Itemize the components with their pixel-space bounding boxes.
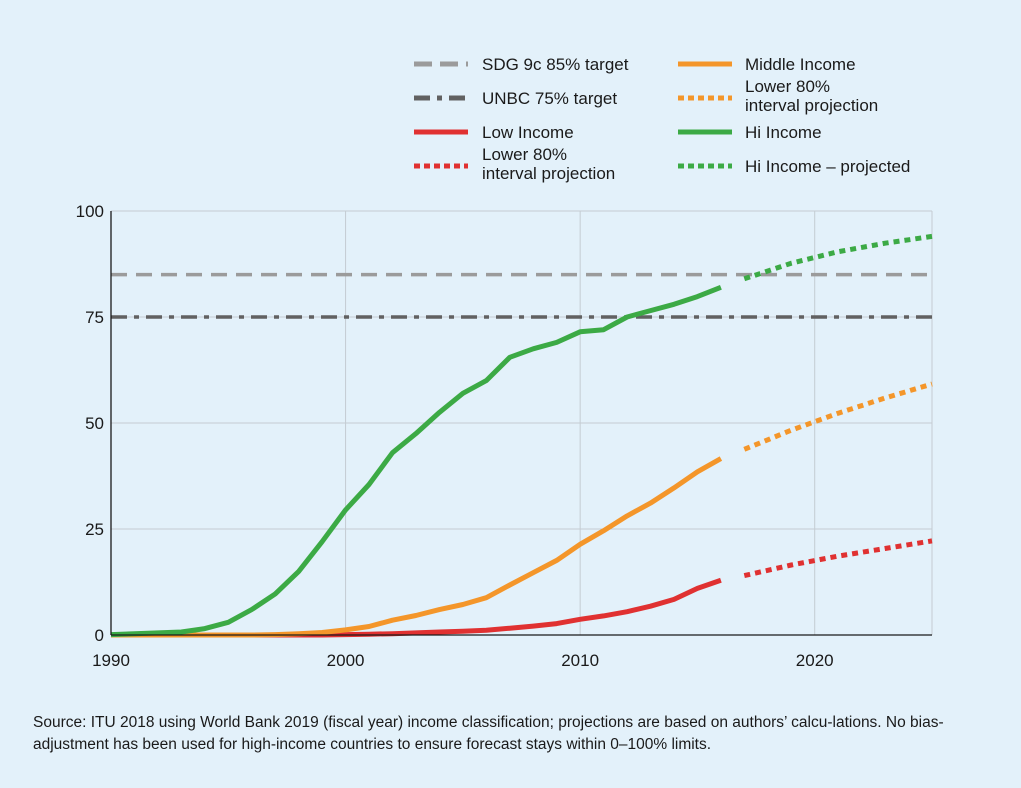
legend-label: Hi Income – projected [745, 157, 910, 176]
x-tick-label: 2000 [327, 651, 365, 670]
x-tick-label: 2020 [796, 651, 834, 670]
series-line [110, 284, 722, 638]
legend-label: Low Income [482, 123, 574, 142]
series-line [743, 538, 933, 579]
x-tick-label: 2010 [561, 651, 599, 670]
x-tick-label: 1990 [92, 651, 130, 670]
series-line [111, 456, 723, 638]
series-line [743, 381, 933, 452]
legend-label: Lower 80% interval projection [482, 145, 615, 183]
series-line [743, 233, 933, 282]
source-note: Source: ITU 2018 using World Bank 2019 (… [33, 714, 944, 753]
series-lines [110, 233, 933, 638]
y-tick-label: 0 [95, 626, 104, 645]
legend-label: Hi Income [745, 123, 822, 142]
reference-lines [111, 272, 932, 319]
y-tick-label: 75 [85, 308, 104, 327]
legend-label: Middle Income [745, 55, 856, 74]
axes: 0 25 50 75 100 1990 2000 2010 2020 [76, 202, 932, 670]
legend-label: Lower 80% interval projection [745, 77, 878, 115]
legend-label: UNBC 75% target [482, 89, 617, 108]
y-tick-label: 50 [85, 414, 104, 433]
y-tick-label: 25 [85, 520, 104, 539]
y-tick-label: 100 [76, 202, 104, 221]
legend: SDG 9c 85% target UNBC 75% target Low Inco… [414, 55, 910, 183]
legend-label: SDG 9c 85% target [482, 55, 629, 74]
